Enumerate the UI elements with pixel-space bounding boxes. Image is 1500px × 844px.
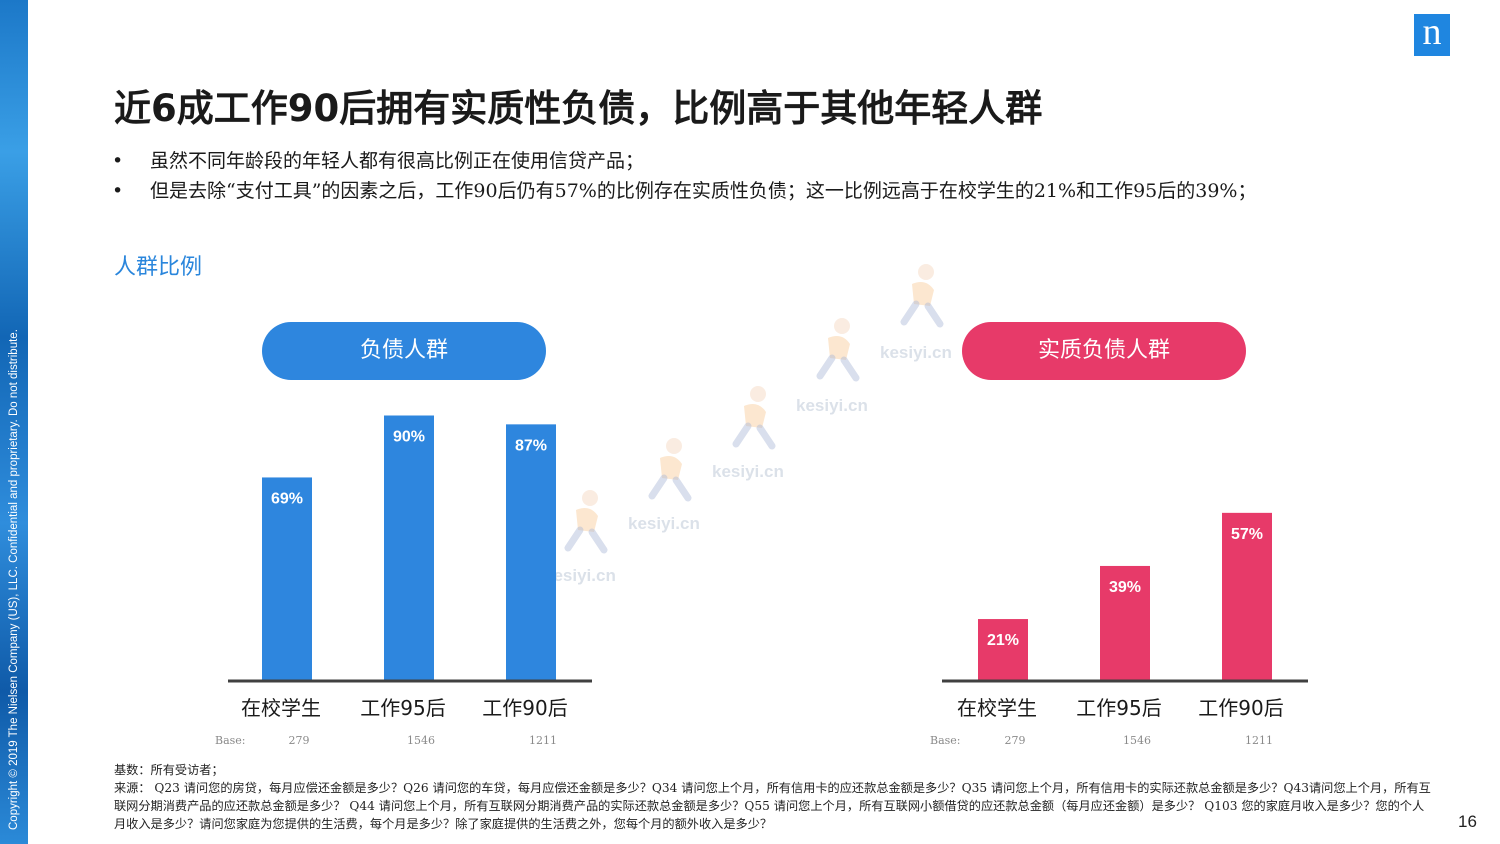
running-figure-icon: [648, 438, 692, 502]
left-decorative-strip: [0, 0, 28, 844]
base-label: Base:: [215, 734, 246, 747]
watermark-text: kesiyi.cn: [628, 514, 700, 533]
base-count-label: 279: [289, 734, 310, 747]
base-count-label: 1211: [529, 734, 557, 747]
category-label: 工作95后: [1076, 696, 1161, 720]
watermark-text: kesiyi.cn: [712, 462, 784, 481]
category-label: 工作95后: [360, 696, 445, 720]
category-label: 在校学生: [241, 696, 321, 720]
bar-value-label: 69%: [271, 490, 303, 507]
page-number: 16: [1458, 812, 1477, 831]
section-label: 人群比例: [114, 255, 203, 280]
base-count-label: 1546: [407, 734, 435, 747]
bar-value-label: 87%: [515, 437, 547, 454]
running-figure-icon: [900, 264, 944, 328]
bullet-list: 虽然不同年龄段的年轻人都有很高比例正在使用信贷产品； 但是去除“支付工具”的因素…: [112, 146, 1422, 206]
bar: [978, 619, 1028, 681]
chart-title-substantive-debt-group: 实质负债人群: [962, 322, 1246, 380]
bullet-item: 虽然不同年龄段的年轻人都有很高比例正在使用信贷产品；: [112, 146, 1422, 176]
watermark-text: kesiyi.cn: [796, 396, 868, 415]
bar: [262, 477, 312, 681]
bar-value-label: 39%: [1109, 579, 1141, 596]
bar: [1222, 512, 1272, 681]
base-count-label: 1546: [1123, 734, 1151, 747]
base-count-label: 279: [1005, 734, 1026, 747]
bar: [506, 424, 556, 681]
watermark-text: kesiyi.cn: [880, 343, 952, 362]
running-figure-icon: [732, 386, 776, 450]
footnotes: 基数：所有受访者； 来源： Q23 请问您的房贷，每月应偿还金额是多少？Q26 …: [114, 761, 1434, 833]
base-count-label: 1211: [1245, 734, 1273, 747]
bar-value-label: 21%: [987, 632, 1019, 649]
bar: [384, 415, 434, 681]
base-label: Base:: [930, 734, 961, 747]
slide-title: 近6成工作90后拥有实质性负债，比例高于其他年轻人群: [114, 87, 1043, 130]
bar: [1100, 565, 1150, 681]
footnote-base: 基数：所有受访者；: [114, 763, 224, 777]
nielsen-logo: n: [1414, 13, 1450, 56]
running-figure-icon: [564, 490, 608, 554]
bullet-item: 但是去除“支付工具”的因素之后，工作90后仍有57%的比例存在实质性负债；这一比…: [112, 176, 1422, 206]
category-label: 在校学生: [957, 696, 1037, 720]
watermark-text: kesiyi.cn: [544, 566, 616, 585]
category-label: 工作90后: [482, 696, 567, 720]
bar-value-label: 57%: [1231, 526, 1263, 543]
bar-value-label: 90%: [393, 429, 425, 446]
category-label: 工作90后: [1198, 696, 1283, 720]
running-figure-icon: [816, 318, 860, 382]
chart-title-debt-group: 负债人群: [262, 322, 546, 380]
footnote-source: 来源： Q23 请问您的房贷，每月应偿还金额是多少？Q26 请问您的车贷，每月应…: [114, 781, 1431, 831]
